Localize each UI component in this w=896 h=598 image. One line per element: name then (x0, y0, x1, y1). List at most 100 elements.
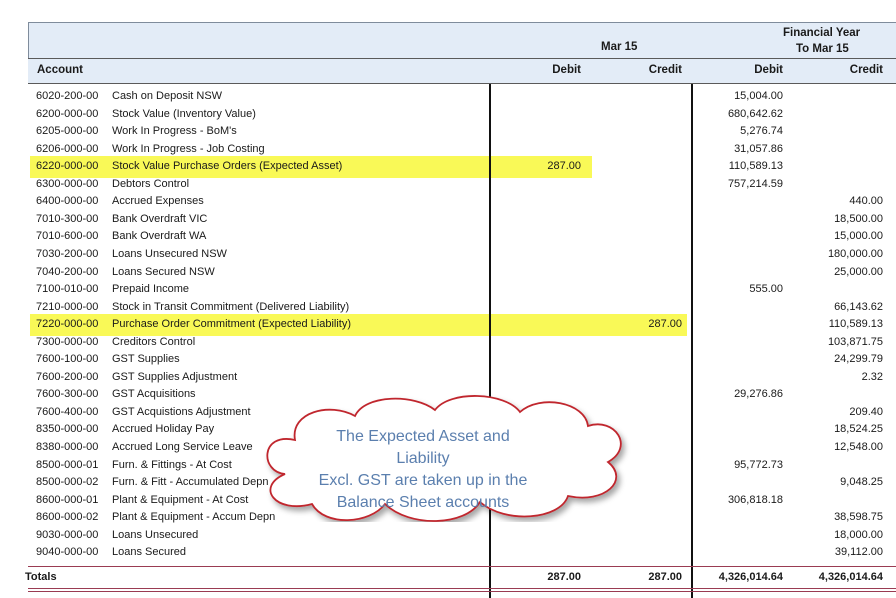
account-name: Purchase Order Commitment (Expected Liab… (112, 318, 352, 331)
fy-credit-value: 15,000.00 (834, 230, 883, 243)
totals-label: Totals (25, 571, 57, 583)
cloud-callout (266, 395, 622, 522)
table-row: 9040-000-00 Loans Secured 39,112.00 (0, 544, 896, 561)
account-code: 7600-400-00 (36, 405, 99, 418)
fy-debit-value: 110,589.13 (728, 160, 783, 173)
account-name: Bank Overdraft VIC (112, 212, 208, 225)
credit-value: 287.00 (648, 318, 682, 331)
totals-rule-bottom-1 (28, 588, 896, 589)
fy-credit-value: 38,598.75 (834, 511, 883, 524)
account-name: Debtors Control (112, 177, 190, 190)
table-row: 7210-000-00 Stock in Transit Commitment (… (0, 299, 896, 316)
account-name: Accrued Expenses (112, 195, 204, 208)
account-name: Work In Progress - BoM's (112, 125, 237, 138)
table-row: 9030-000-00 Loans Unsecured 18,000.00 (0, 527, 896, 544)
account-code: 9040-000-00 (36, 546, 99, 559)
fy-debit-value: 5,276.74 (740, 125, 783, 138)
account-code: 7210-000-00 (36, 300, 99, 313)
totals-debit: 287.00 (547, 571, 581, 583)
fy-credit-value: 12,548.00 (834, 441, 883, 453)
account-name: Plant & Equipment - Accum Depn (112, 511, 276, 524)
column-divider-1 (489, 84, 491, 598)
account-name: Loans Unsecured NSW (112, 247, 227, 260)
account-name: GST Supplies Adjustment (112, 370, 238, 383)
column-header-debit: Debit (552, 64, 581, 76)
table-row: 8600-000-02 Plant & Equipment - Accum Dep… (0, 509, 896, 526)
account-name: Creditors Control (112, 335, 196, 348)
callout-line-3: Balance Sheet accounts (336, 494, 510, 511)
fy-credit-value: 180,000.00 (827, 247, 883, 260)
table-row: 7010-300-00 Bank Overdraft VIC 18,500.00 (0, 211, 896, 228)
account-name: Work In Progress - Job Costing (112, 142, 265, 155)
period-label: Mar 15 (601, 41, 638, 53)
fy-debit-value: 95,772.73 (734, 458, 783, 471)
row-highlight (30, 156, 592, 179)
account-code: 7300-000-00 (36, 335, 99, 348)
account-name: Stock in Transit Commitment (Delivered L… (112, 300, 350, 313)
table-row: 8500-000-01 Furn. & Fittings - At Cost 95,… (0, 457, 896, 474)
table-row: 7010-600-00 Bank Overdraft WA 15,000.00 (0, 228, 896, 245)
table-row: 6220-000-00 Stock Value Purchase Orders (… (0, 156, 896, 179)
account-name: Accrued Holiday Pay (112, 423, 215, 436)
account-code: 7600-300-00 (36, 388, 99, 401)
account-code: 7040-200-00 (36, 265, 99, 278)
fy-label-line2: To Mar 15 (796, 43, 849, 55)
table-row: 7040-200-00 Loans Secured NSW 25,000.00 (0, 264, 896, 281)
account-code: 9030-000-00 (36, 528, 99, 541)
table-row: 7600-300-00 GST Acquisitions 29,276.86 (0, 386, 896, 403)
fy-credit-value: 103,871.75 (827, 335, 883, 348)
account-name: Cash on Deposit NSW (112, 90, 223, 102)
fy-debit-value: 757,214.59 (727, 177, 783, 190)
fy-credit-value: 2.32 (861, 370, 883, 383)
column-header-credit: Credit (648, 64, 682, 76)
cloud-shape (266, 395, 622, 522)
account-code: 7600-100-00 (36, 353, 99, 366)
account-code: 7600-200-00 (36, 370, 99, 383)
table-row: 7600-400-00 GST Acquistions Adjustment 209… (0, 404, 896, 421)
table-row: 6206-000-00 Work In Progress - Job Costin… (0, 141, 896, 158)
column-header-row (28, 58, 896, 84)
fy-credit-value: 9,048.25 (840, 476, 883, 489)
totals-credit: 287.00 (648, 571, 682, 583)
account-code: 8350-000-00 (36, 423, 99, 436)
account-code: 6400-000-00 (36, 195, 99, 208)
account-name: Accrued Long Service Leave (112, 441, 253, 453)
account-code: 6206-000-00 (36, 142, 99, 155)
totals-fy-credit: 4,326,014.64 (818, 571, 883, 583)
table-row: 6020-200-00 Cash on Deposit NSW 15,004.00 (0, 88, 896, 105)
report-header (28, 22, 896, 59)
account-code: 6020-200-00 (36, 90, 99, 102)
fy-debit-value: 29,276.86 (734, 388, 783, 401)
account-code: 7010-600-00 (36, 230, 99, 243)
fy-credit-value: 18,000.00 (834, 528, 883, 541)
account-name: Loans Unsecured (112, 528, 199, 541)
account-code: 6200-000-00 (36, 107, 99, 120)
account-code: 8600-000-01 (36, 493, 99, 506)
account-code: 6220-000-00 (36, 160, 99, 173)
table-row: 7300-000-00 Creditors Control 103,871.75 (0, 334, 896, 351)
fy-credit-value: 25,000.00 (834, 265, 883, 278)
fy-label-line1: Financial Year (783, 27, 861, 39)
fy-credit-value: 110,589.13 (828, 318, 883, 331)
table-row: 6400-000-00 Accrued Expenses 440.00 (0, 193, 896, 210)
account-code: 6205-000-00 (36, 125, 99, 138)
fy-credit-value: 66,143.62 (834, 300, 883, 313)
table-row: 6200-000-00 Stock Value (Inventory Value)… (0, 106, 896, 123)
table-row: 7220-000-00 Purchase Order Commitment (Ex… (0, 314, 896, 337)
column-header-fy-debit: Debit (754, 64, 783, 76)
fy-debit-value: 31,057.86 (734, 142, 783, 155)
column-header-account: Account (37, 64, 83, 76)
account-name: Furn. & Fittings - At Cost (112, 458, 232, 471)
account-name: Stock Value (Inventory Value) (112, 107, 256, 120)
table-row: 6205-000-00 Work In Progress - BoM's 5,276… (0, 123, 896, 140)
callout-line-1: The Expected Asset and Liability (336, 428, 510, 467)
account-code: 6300-000-00 (36, 177, 99, 190)
table-row: 7100-010-00 Prepaid Income 555.00 (0, 281, 896, 298)
account-code: 8500-000-01 (36, 458, 99, 471)
account-name: Loans Secured (112, 546, 186, 559)
fy-debit-value: 680,642.62 (727, 107, 783, 120)
totals-fy-debit: 4,326,014.64 (718, 571, 783, 583)
account-name: GST Supplies (112, 353, 180, 366)
table-row: 7600-100-00 GST Supplies 24,299.79 (0, 351, 896, 368)
totals-rule-top (28, 566, 896, 567)
